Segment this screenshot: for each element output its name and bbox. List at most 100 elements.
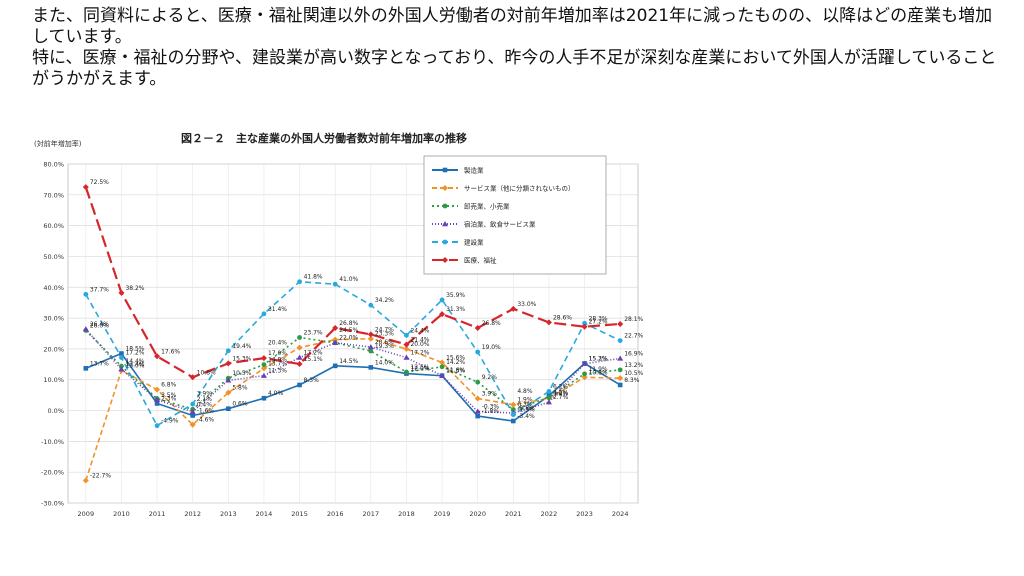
data-label: 8.3% xyxy=(304,377,320,384)
data-label: 14.5% xyxy=(339,358,358,365)
data-label: 14.4% xyxy=(125,358,144,365)
data-label: 26.4% xyxy=(90,321,109,328)
data-point xyxy=(439,364,445,370)
intro-text: また、同資料によると、医療・福祉関連以外の外国人労働者の対前年増加率は2021年… xyxy=(32,6,1002,90)
legend-entry: 宿泊業、飲食サービス業 xyxy=(464,220,536,229)
legend-entry: サービス業（他に分類されないもの） xyxy=(464,184,575,193)
data-label: 10.5% xyxy=(232,370,251,377)
data-point xyxy=(297,335,302,340)
data-point xyxy=(581,323,588,330)
series-line-0 xyxy=(85,352,621,422)
data-point xyxy=(510,305,517,312)
data-label: -3.4% xyxy=(517,413,535,420)
data-label: 4.0% xyxy=(268,390,284,397)
data-point xyxy=(474,395,481,402)
y-tick-label: -30.0% xyxy=(41,500,64,508)
x-tick-label: 2012 xyxy=(184,510,201,518)
series-line-1 xyxy=(85,337,621,481)
data-label: 35.9% xyxy=(446,292,465,299)
data-point xyxy=(439,297,445,303)
data-label: -1.3% xyxy=(517,407,535,414)
data-label: -0.8% xyxy=(517,405,535,412)
y-tick-label: -20.0% xyxy=(41,469,64,477)
legend-entry: 医療、福祉 xyxy=(464,256,497,265)
y-tick-label: 10.0% xyxy=(43,376,64,384)
data-point xyxy=(226,406,231,411)
data-label: 22.7% xyxy=(624,333,643,340)
data-point xyxy=(475,413,480,419)
data-point xyxy=(368,348,374,354)
data-point xyxy=(119,355,124,360)
series-line-2 xyxy=(85,329,621,411)
data-point xyxy=(296,354,303,360)
data-label: 26.8% xyxy=(339,320,358,327)
legend-marker xyxy=(442,203,448,209)
data-label: 20.6% xyxy=(375,339,394,346)
data-label: 10.8% xyxy=(589,369,608,376)
data-point xyxy=(439,311,446,318)
data-point xyxy=(119,351,124,356)
data-point xyxy=(225,377,232,383)
data-label: 3.9% xyxy=(553,391,569,398)
data-label: 0.4% xyxy=(197,401,213,408)
data-label: -0.3% xyxy=(482,403,500,410)
data-label: 13.2% xyxy=(624,362,643,369)
data-label: 11.3% xyxy=(446,368,465,375)
data-label: 23.3% xyxy=(375,331,394,338)
data-point xyxy=(82,326,89,332)
data-label: 20.0% xyxy=(410,341,429,348)
data-point xyxy=(154,423,160,429)
data-label: -4.6% xyxy=(197,417,215,424)
data-point xyxy=(260,365,267,372)
data-label: 2.3% xyxy=(161,395,177,402)
y-tick-label: 80.0% xyxy=(43,161,64,169)
intro-paragraph-1: また、同資料によると、医療・福祉関連以外の外国人労働者の対前年増加率は2021年… xyxy=(32,6,993,47)
data-label: 12.0% xyxy=(410,366,429,373)
data-point xyxy=(439,359,446,366)
data-label: 17.2% xyxy=(410,350,429,357)
data-point xyxy=(118,289,125,296)
data-point xyxy=(404,369,409,375)
legend-marker xyxy=(442,221,448,227)
data-point xyxy=(225,348,231,354)
data-point xyxy=(367,331,374,338)
data-label: 19.3% xyxy=(375,343,394,350)
data-label: 0.6% xyxy=(232,401,248,408)
data-label: 31.4% xyxy=(268,306,287,313)
x-tick-label: 2022 xyxy=(541,510,558,518)
data-label: 17.6% xyxy=(161,348,180,355)
y-tick-label: 30.0% xyxy=(43,315,64,323)
x-tick-label: 2020 xyxy=(469,510,486,518)
data-label: 1.9% xyxy=(517,397,533,404)
data-label: 13.7% xyxy=(268,360,287,367)
data-point xyxy=(367,344,374,350)
x-tick-label: 2024 xyxy=(612,510,629,518)
data-label: 6.8% xyxy=(161,382,177,389)
data-point xyxy=(332,324,339,331)
intro-paragraph-2: 特に、医療・福祉の分野や、建設業が高い数字となっており、昨今の人手不足が深刻な産… xyxy=(32,48,997,89)
legend-box xyxy=(423,155,607,275)
data-point xyxy=(260,372,267,378)
data-label: 13.0% xyxy=(125,362,144,369)
legend-entry: 卸売業、小売業 xyxy=(464,202,510,211)
data-label: 26.0% xyxy=(90,322,109,329)
data-point xyxy=(582,320,587,326)
legend-entry: 建設業 xyxy=(464,238,484,247)
data-point xyxy=(581,360,588,366)
x-tick-label: 2009 xyxy=(78,510,95,518)
data-label: 26.8% xyxy=(482,320,501,327)
data-label: 24.7% xyxy=(375,326,394,333)
data-point xyxy=(82,184,89,191)
legend-marker xyxy=(442,239,448,245)
data-point xyxy=(296,361,303,368)
data-point xyxy=(617,367,623,373)
data-point xyxy=(439,372,446,378)
data-point xyxy=(617,375,624,382)
data-label: -4.9% xyxy=(161,418,179,425)
data-label: 13.7% xyxy=(90,360,109,367)
data-point xyxy=(332,339,339,345)
y-axis-label: (対前年増加率) xyxy=(34,139,82,148)
data-label: 24.5% xyxy=(339,327,358,334)
x-tick-label: 2021 xyxy=(505,510,522,518)
data-label: 33.0% xyxy=(517,301,536,308)
